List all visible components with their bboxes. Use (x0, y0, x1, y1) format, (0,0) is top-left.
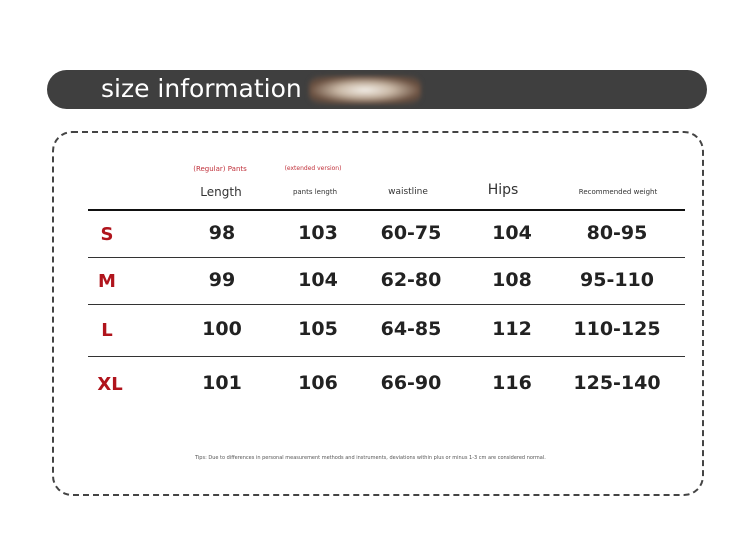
table-cell: 66-90 (380, 372, 442, 394)
size-label: L (101, 320, 113, 341)
header-hips: Hips (487, 182, 519, 198)
banner-title: size information (101, 74, 302, 103)
table-cell: 104 (298, 269, 338, 291)
row-divider (88, 356, 685, 357)
size-label: XL (97, 374, 123, 395)
table-cell: 60-75 (380, 222, 442, 244)
table-cell: 95-110 (580, 269, 654, 291)
tip-text: Tips: Due to differences in personal mea… (195, 455, 546, 461)
header-divider (88, 209, 685, 211)
table-cell: 108 (492, 269, 532, 291)
table-cell: 62-80 (380, 269, 442, 291)
blurred-image (309, 76, 421, 104)
table-cell: 99 (208, 269, 236, 291)
subheader-pants-length: (extended version) (284, 165, 342, 172)
table-cell: 116 (492, 372, 532, 394)
table-cell: 104 (492, 222, 532, 244)
row-divider (88, 304, 685, 305)
header-pants-length: pants length (292, 188, 338, 196)
table-cell: 125-140 (573, 372, 661, 394)
header-length: Length (200, 185, 242, 199)
table-cell: 110-125 (573, 318, 661, 340)
header-waistline: waistline (388, 187, 428, 197)
table-cell: 106 (298, 372, 338, 394)
subheader-length: (Regular) Pants (193, 165, 247, 173)
table-cell: 100 (202, 318, 242, 340)
table-cell: 105 (298, 318, 338, 340)
header-recommended-weight: Recommended weight (578, 188, 658, 196)
size-label: M (98, 271, 116, 292)
size-label: S (100, 224, 114, 245)
table-cell: 80-95 (586, 222, 648, 244)
table-cell: 101 (202, 372, 242, 394)
section-banner: size information (47, 70, 707, 109)
size-table-frame (52, 131, 704, 496)
table-cell: 103 (298, 222, 338, 244)
row-divider (88, 257, 685, 258)
table-cell: 98 (208, 222, 236, 244)
table-cell: 112 (492, 318, 532, 340)
table-cell: 64-85 (380, 318, 442, 340)
